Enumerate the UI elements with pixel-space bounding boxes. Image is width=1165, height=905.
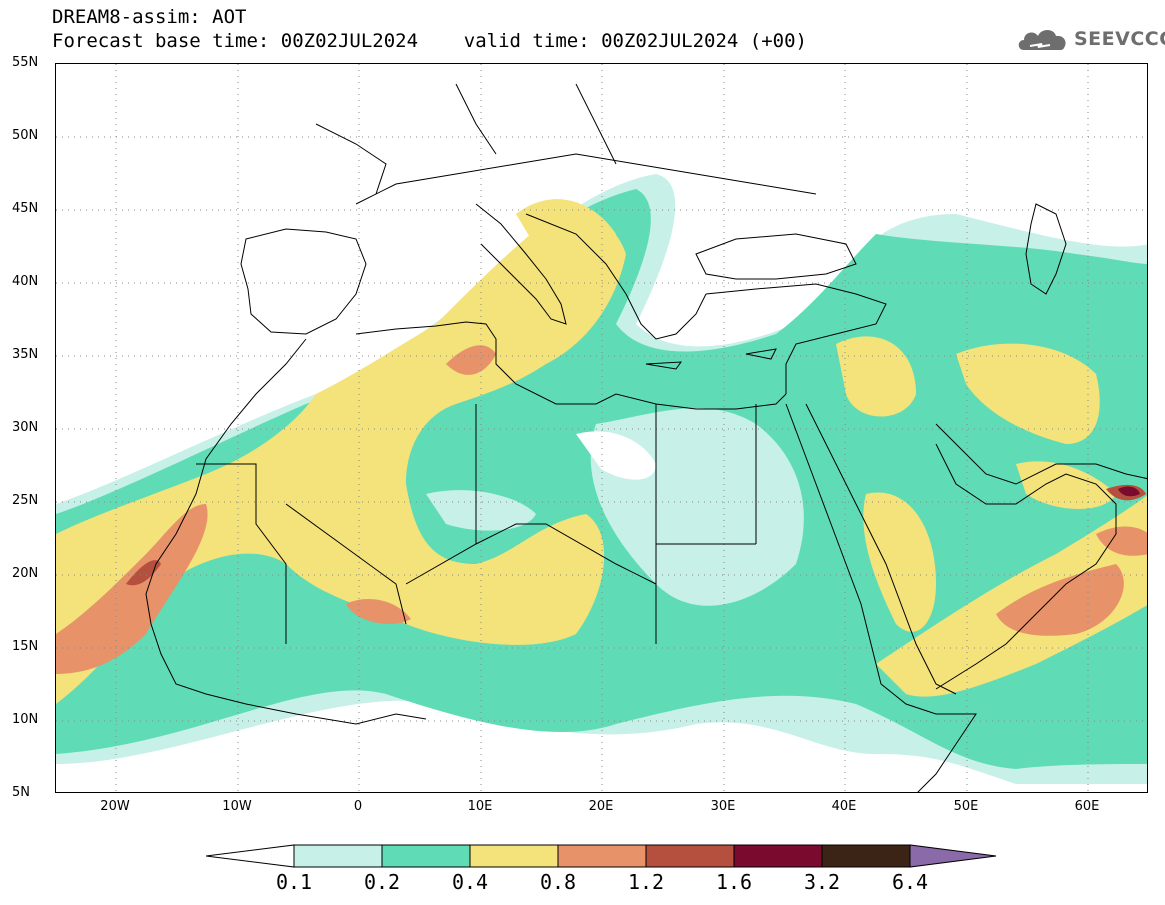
colorbar-tick: 0.1 [275,870,313,894]
lat-label: 50N [12,128,39,143]
colorbar-tick: 1.2 [627,870,665,894]
lon-label: 0 [353,799,363,814]
aot-gap-niger [426,490,536,531]
aot-band-0-4-iran [956,343,1100,444]
lon-label: 60E [1074,799,1100,814]
lon-label: 20W [100,799,130,814]
colorbar-tick: 6.4 [891,870,929,894]
aot-band-0-4-arabia-south [876,495,1147,697]
aot-band-0-8-tunisia [446,345,496,375]
lat-label: 45N [12,201,39,216]
lat-label: 10N [12,712,39,727]
title-line-1: DREAM8-assim: AOT [52,6,247,28]
aot-band-0-4-gulf [1016,461,1116,509]
cloud-logo-icon [1018,30,1066,50]
aot-band-1-6 [1118,486,1140,497]
aot-band-0-8-strait [1096,526,1147,556]
colorbar-tick: 0.2 [363,870,401,894]
aot-band-0-8-mali [346,599,411,624]
colorbar-tick: 3.2 [803,870,841,894]
colorbar-seg [557,844,647,868]
lon-label: 10E [467,799,493,814]
coastlines-borders [145,83,1147,792]
map-panel [55,63,1148,793]
logo-text: SEEVCCC [1074,28,1165,50]
title-line-2: Forecast base time: 00Z02JUL2024 valid t… [52,30,807,52]
aot-gap-white-1 [576,431,656,480]
seevccc-logo: SEEVCCC [1016,22,1165,58]
lat-label: 55N [12,55,39,70]
lat-label: 30N [12,420,39,435]
colorbar-seg [821,844,911,868]
colorbar-seg [469,844,559,868]
colorbar-seg [733,844,823,868]
lon-label: 10W [222,799,252,814]
lon-label: 40E [831,799,857,814]
aot-band-1-2 [126,560,161,586]
colorbar-tick: 0.4 [451,870,489,894]
lon-label: 20E [588,799,614,814]
aot-map [56,64,1147,792]
colorbar-seg [909,844,997,868]
lon-label: 50E [953,799,979,814]
lat-label: 15N [12,639,39,654]
aot-band-0-8-oman [996,564,1124,636]
colorbar-tick: 0.8 [539,870,577,894]
lat-label: 35N [12,347,39,362]
colorbar-seg [381,844,471,868]
colorbar-seg [206,844,295,868]
aot-band-0-4-saudi [863,492,936,632]
lat-label: 5N [12,785,30,800]
lat-label: 20N [12,566,39,581]
aot-contours [56,174,1147,784]
colorbar-seg [293,844,383,868]
aot-band-0-8-mauritania [56,504,208,674]
colorbar-seg [645,844,735,868]
lon-label: 30E [710,799,736,814]
aot-band-0-4-west [56,211,626,705]
lat-label: 40N [12,274,39,289]
lat-label: 25N [12,493,39,508]
colorbar-tick: 1.6 [715,870,753,894]
aot-band-0-4-italy [516,199,616,268]
colorbar [206,844,997,868]
